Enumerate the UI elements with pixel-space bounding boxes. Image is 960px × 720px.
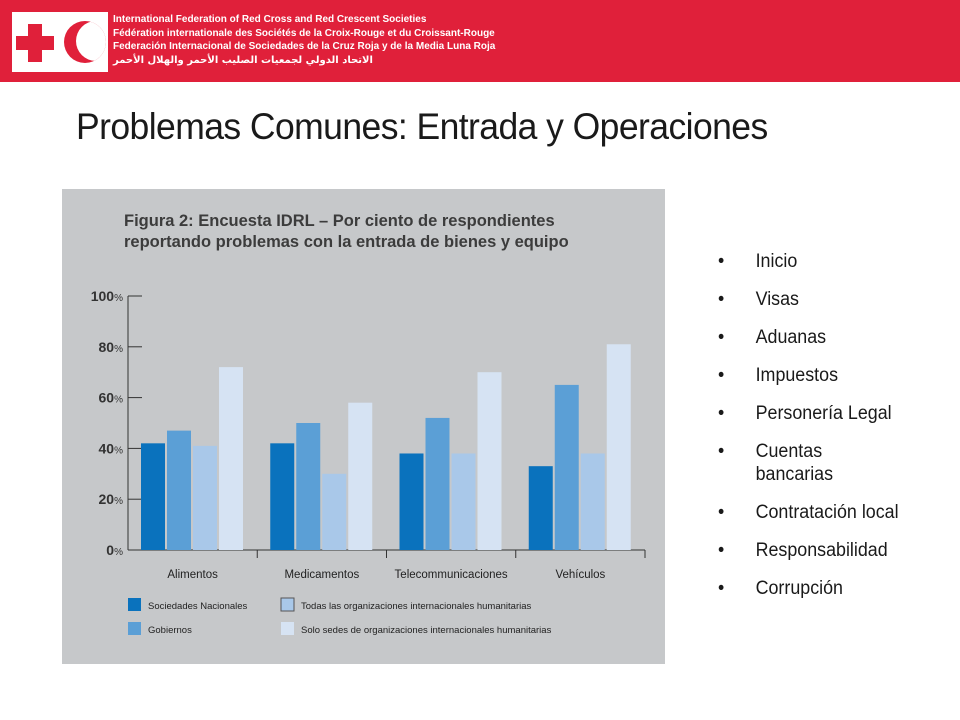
bullet-item: Aduanas (718, 326, 934, 349)
y-tick-label: 40% (99, 440, 124, 456)
bullet-item: Responsabilidad (718, 539, 934, 562)
legend-label: Solo sedes de organizaciones internacion… (301, 625, 552, 636)
bullet-item: Contratación local (718, 501, 934, 524)
bar (296, 423, 321, 550)
x-tick-label: Medicamentos (284, 569, 359, 581)
bullet-item: Cuentas bancarias (718, 440, 859, 486)
bullet-list: Inicio Visas Aduanas Impuestos Personerí… (718, 250, 934, 615)
org-name-fr: Fédération internationale des Sociétés d… (113, 27, 495, 39)
ifrc-logo (12, 12, 108, 72)
red-cross-icon-bar (16, 36, 54, 50)
bar (270, 443, 295, 550)
legend-swatch (128, 598, 141, 611)
bar (606, 344, 631, 550)
bar (348, 402, 373, 550)
y-tick-label: 0% (106, 542, 123, 558)
bar (219, 367, 243, 550)
bar (322, 473, 347, 550)
figure-panel: 0% 20% 40% 60% 80% 100% Alimentos Medicamentos T… (62, 189, 665, 664)
bar (580, 453, 605, 550)
legend-swatch (281, 622, 294, 635)
bullet-item: Visas (718, 288, 934, 311)
org-names: International Federation of Red Cross an… (113, 13, 495, 67)
y-tick-label: 20% (99, 491, 124, 507)
x-tick-label: Vehículos (555, 569, 605, 581)
org-name-en: International Federation of Red Cross an… (113, 14, 427, 25)
bullet-item: Inicio (718, 250, 934, 273)
chart-title: Figura 2: Encuesta IDRL – Por ciento de … (124, 212, 569, 251)
legend-swatch (128, 622, 141, 635)
bar (425, 417, 450, 550)
bar (554, 384, 579, 550)
bar (399, 453, 424, 550)
legend-swatch (280, 597, 295, 612)
x-tick-label: Alimentos (167, 569, 218, 581)
org-name-es: Federación Internacional de Sociedades d… (113, 41, 496, 52)
y-tick-label: 80% (99, 339, 124, 355)
bar-chart: 0% 20% 40% 60% 80% 100% Alimentos Medicamentos T… (91, 288, 646, 636)
bar (451, 453, 476, 550)
legend-label: Sociedades Nacionales (148, 601, 248, 612)
bullet-item: Impuestos (718, 364, 934, 387)
legend-label: Todas las organizaciones internacionales… (301, 601, 531, 612)
bar (528, 466, 553, 550)
bullet-item: Corrupción (718, 577, 934, 600)
header-banner: International Federation of Red Cross an… (0, 0, 960, 82)
legend-label: Gobiernos (148, 625, 192, 636)
slide-title: Problemas Comunes: Entrada y Operaciones (76, 106, 768, 147)
y-tick-label: 100% (91, 288, 123, 304)
bullet-item: Personería Legal (718, 402, 934, 425)
red-crescent-icon (64, 21, 106, 63)
bar (477, 372, 502, 550)
bar (193, 445, 217, 550)
org-name-ar: الاتحاد الدولي لجمعيات الصليب الأحمر وال… (113, 54, 373, 66)
bar (167, 430, 191, 550)
y-tick-label: 60% (99, 390, 124, 406)
bar (141, 443, 165, 550)
x-tick-label: Telecommunicaciones (395, 569, 508, 581)
